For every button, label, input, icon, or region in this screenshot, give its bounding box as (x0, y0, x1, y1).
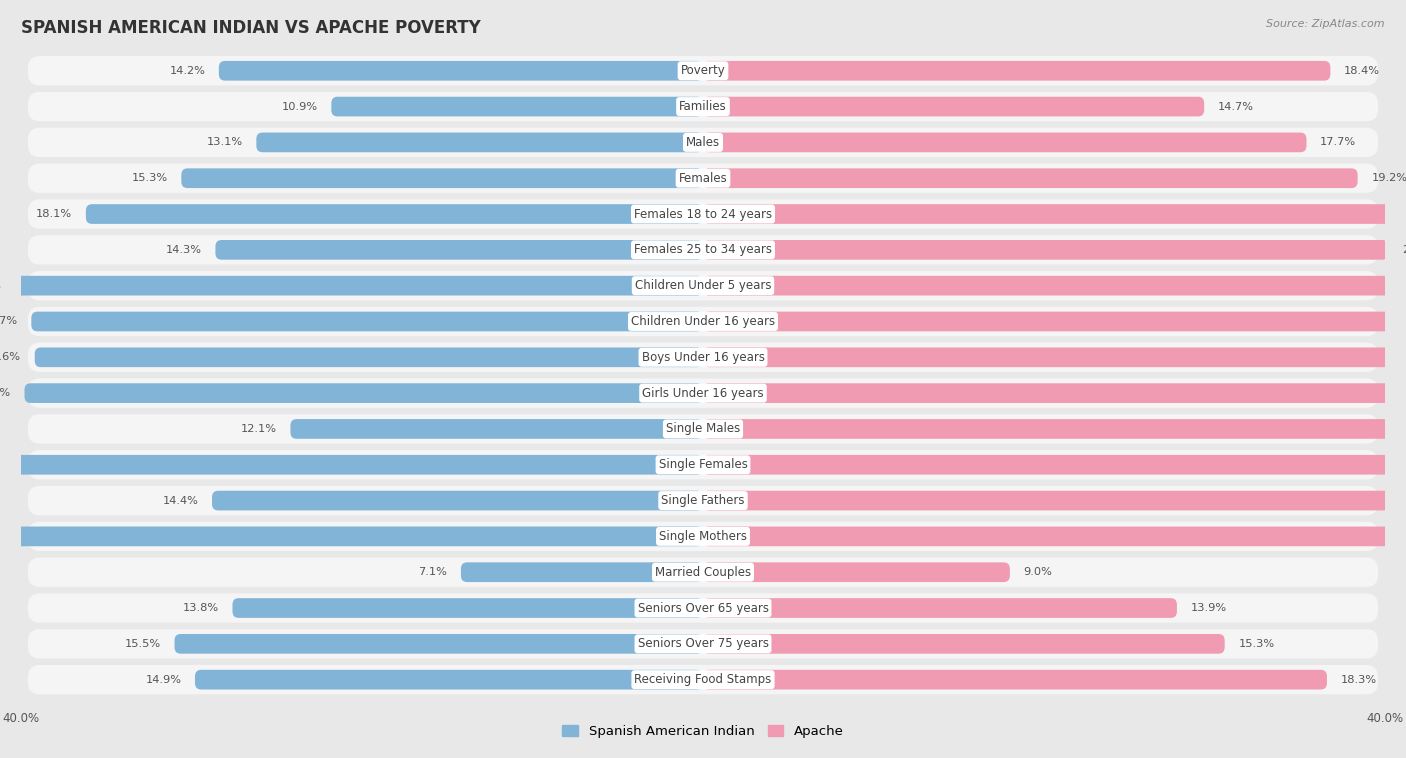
FancyBboxPatch shape (703, 61, 1330, 80)
FancyBboxPatch shape (28, 235, 1378, 265)
Text: 14.4%: 14.4% (163, 496, 198, 506)
Text: 14.7%: 14.7% (1218, 102, 1254, 111)
Text: 14.3%: 14.3% (166, 245, 202, 255)
Text: 14.9%: 14.9% (145, 675, 181, 684)
FancyBboxPatch shape (28, 629, 1378, 659)
Text: Single Males: Single Males (666, 422, 740, 435)
Text: Children Under 16 years: Children Under 16 years (631, 315, 775, 328)
Text: 12.1%: 12.1% (240, 424, 277, 434)
Text: Boys Under 16 years: Boys Under 16 years (641, 351, 765, 364)
FancyBboxPatch shape (703, 419, 1406, 439)
FancyBboxPatch shape (28, 271, 1378, 300)
Text: 19.6%: 19.6% (0, 352, 21, 362)
Text: Children Under 5 years: Children Under 5 years (634, 279, 772, 292)
FancyBboxPatch shape (332, 97, 703, 117)
FancyBboxPatch shape (215, 240, 703, 260)
Text: 13.1%: 13.1% (207, 137, 243, 147)
Text: 19.2%: 19.2% (1371, 174, 1406, 183)
FancyBboxPatch shape (28, 450, 1378, 480)
FancyBboxPatch shape (28, 343, 1378, 372)
Text: Single Fathers: Single Fathers (661, 494, 745, 507)
Text: Females 18 to 24 years: Females 18 to 24 years (634, 208, 772, 221)
FancyBboxPatch shape (28, 127, 1378, 157)
FancyBboxPatch shape (703, 490, 1406, 510)
FancyBboxPatch shape (0, 455, 703, 475)
FancyBboxPatch shape (28, 558, 1378, 587)
FancyBboxPatch shape (703, 562, 1010, 582)
Text: 19.7%: 19.7% (0, 317, 18, 327)
Text: Single Mothers: Single Mothers (659, 530, 747, 543)
FancyBboxPatch shape (28, 415, 1378, 443)
Text: 18.3%: 18.3% (1340, 675, 1376, 684)
Text: 9.0%: 9.0% (1024, 567, 1052, 577)
FancyBboxPatch shape (219, 61, 703, 80)
FancyBboxPatch shape (703, 97, 1204, 117)
FancyBboxPatch shape (703, 527, 1406, 547)
FancyBboxPatch shape (28, 594, 1378, 623)
FancyBboxPatch shape (703, 168, 1358, 188)
Text: Females 25 to 34 years: Females 25 to 34 years (634, 243, 772, 256)
FancyBboxPatch shape (703, 634, 1225, 653)
FancyBboxPatch shape (31, 312, 703, 331)
FancyBboxPatch shape (291, 419, 703, 439)
FancyBboxPatch shape (28, 665, 1378, 694)
Text: Single Females: Single Females (658, 459, 748, 471)
FancyBboxPatch shape (703, 204, 1406, 224)
FancyBboxPatch shape (181, 168, 703, 188)
FancyBboxPatch shape (461, 562, 703, 582)
Text: 15.5%: 15.5% (125, 639, 160, 649)
FancyBboxPatch shape (703, 347, 1406, 367)
Text: Receiving Food Stamps: Receiving Food Stamps (634, 673, 772, 686)
FancyBboxPatch shape (24, 384, 703, 403)
FancyBboxPatch shape (174, 634, 703, 653)
FancyBboxPatch shape (703, 598, 1177, 618)
FancyBboxPatch shape (195, 670, 703, 690)
Text: 10.9%: 10.9% (281, 102, 318, 111)
Text: 20.1%: 20.1% (1402, 245, 1406, 255)
FancyBboxPatch shape (28, 199, 1378, 229)
FancyBboxPatch shape (703, 670, 1327, 690)
Text: Males: Males (686, 136, 720, 149)
Text: Source: ZipAtlas.com: Source: ZipAtlas.com (1267, 19, 1385, 29)
Text: 15.3%: 15.3% (1239, 639, 1274, 649)
Legend: Spanish American Indian, Apache: Spanish American Indian, Apache (557, 720, 849, 744)
Text: Poverty: Poverty (681, 64, 725, 77)
Text: 19.9%: 19.9% (0, 388, 11, 398)
FancyBboxPatch shape (703, 276, 1406, 296)
Text: 18.1%: 18.1% (37, 209, 72, 219)
FancyBboxPatch shape (703, 133, 1306, 152)
Text: 7.1%: 7.1% (419, 567, 447, 577)
FancyBboxPatch shape (28, 522, 1378, 551)
Text: Families: Families (679, 100, 727, 113)
Text: 14.2%: 14.2% (169, 66, 205, 76)
FancyBboxPatch shape (232, 598, 703, 618)
FancyBboxPatch shape (703, 240, 1388, 260)
FancyBboxPatch shape (28, 92, 1378, 121)
Text: 13.9%: 13.9% (1191, 603, 1226, 613)
FancyBboxPatch shape (35, 347, 703, 367)
Text: Females: Females (679, 172, 727, 185)
FancyBboxPatch shape (86, 204, 703, 224)
Text: 17.7%: 17.7% (1320, 137, 1357, 147)
Text: 13.8%: 13.8% (183, 603, 219, 613)
Text: 15.3%: 15.3% (132, 174, 167, 183)
FancyBboxPatch shape (28, 56, 1378, 86)
Text: 18.4%: 18.4% (1344, 66, 1381, 76)
FancyBboxPatch shape (0, 527, 703, 547)
FancyBboxPatch shape (256, 133, 703, 152)
FancyBboxPatch shape (28, 307, 1378, 336)
Text: Seniors Over 65 years: Seniors Over 65 years (637, 602, 769, 615)
Text: Girls Under 16 years: Girls Under 16 years (643, 387, 763, 399)
Text: Married Couples: Married Couples (655, 565, 751, 578)
Text: SPANISH AMERICAN INDIAN VS APACHE POVERTY: SPANISH AMERICAN INDIAN VS APACHE POVERT… (21, 19, 481, 37)
FancyBboxPatch shape (703, 312, 1406, 331)
FancyBboxPatch shape (28, 486, 1378, 515)
Text: Seniors Over 75 years: Seniors Over 75 years (637, 637, 769, 650)
FancyBboxPatch shape (28, 378, 1378, 408)
FancyBboxPatch shape (28, 164, 1378, 193)
FancyBboxPatch shape (212, 490, 703, 510)
FancyBboxPatch shape (703, 455, 1406, 475)
FancyBboxPatch shape (703, 384, 1406, 403)
FancyBboxPatch shape (14, 276, 703, 296)
